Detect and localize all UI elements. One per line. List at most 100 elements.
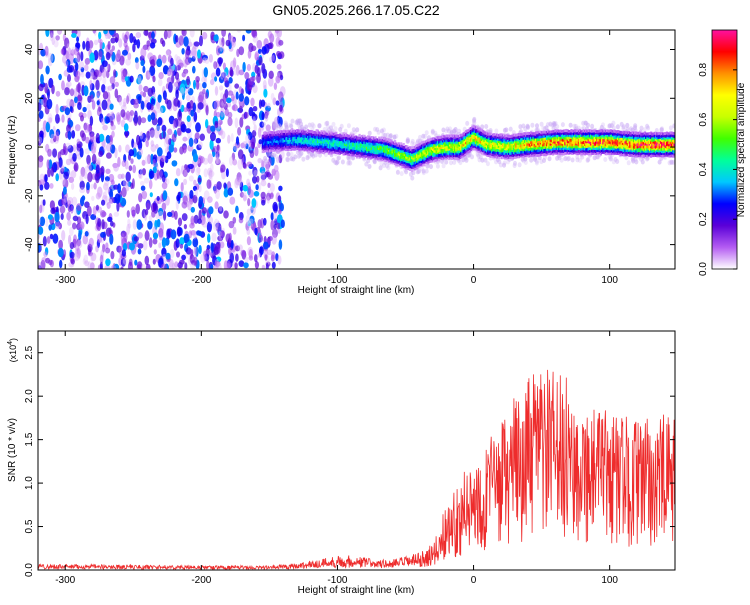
spectrogram-cell: [60, 149, 66, 155]
spectrogram-cell: [85, 137, 90, 144]
spectrogram-cell: [541, 126, 545, 131]
spectrogram-cell: [274, 224, 277, 230]
spectrogram-cell: [105, 169, 110, 174]
spectrogram-cell: [180, 87, 184, 96]
spectrogram-cell: [66, 99, 71, 107]
spectrogram-cell: [86, 182, 90, 190]
spectrogram-cell: [250, 150, 255, 158]
spectrogram-cell: [38, 84, 43, 91]
spectrogram-cell: [100, 232, 106, 238]
spectrogram-cell: [247, 198, 250, 206]
spectrogram-cell: [270, 183, 275, 192]
spectrogram-cell: [129, 165, 133, 171]
spectrogram-cell: [125, 181, 129, 192]
spectrogram-cell: [553, 122, 557, 127]
spectrogram-cell: [68, 131, 72, 140]
spectrogram-cell: [141, 117, 147, 123]
spectrogram-cell: [167, 129, 172, 136]
spectrogram-cell: [122, 249, 126, 257]
spectrogram-cell: [75, 54, 79, 62]
spectrogram-cell: [274, 154, 278, 159]
spectrogram-cell: [563, 156, 567, 161]
spectrogram-cell: [234, 178, 239, 188]
spectrogram-cell: [195, 122, 201, 132]
spectrogram-cell: [145, 96, 150, 102]
spectrogram-cell: [254, 254, 258, 262]
spectrogram-cell: [216, 112, 221, 117]
spectrogram-cell: [59, 260, 62, 268]
spectrogram-cell: [359, 134, 361, 137]
spectrogram-cell: [45, 46, 49, 56]
spectrogram-cell: [263, 218, 267, 226]
spectrogram-cell: [70, 205, 73, 214]
spectrogram-cell: [47, 113, 52, 124]
spectrogram-cell: [50, 208, 55, 214]
spectrogram-cell: [255, 261, 259, 269]
spectrogram-cell: [176, 238, 180, 248]
spectrogram-cell: [86, 214, 89, 224]
spectrogram-cell: [204, 168, 208, 177]
spectrogram-cell: [232, 105, 236, 110]
spectrogram-cell: [216, 181, 221, 190]
spectrogram-cell: [660, 128, 664, 133]
spectrogram-cell: [337, 155, 341, 160]
spectrogram-cell: [209, 217, 213, 225]
spectrogram-cell: [233, 69, 238, 76]
spectrogram-cell: [166, 50, 170, 57]
spectrogram-cell: [101, 200, 105, 206]
spectrogram-cell: [209, 250, 212, 256]
spectrogram-cell: [444, 160, 448, 165]
spectrogram-cell: [84, 172, 88, 179]
spectrogram-cell: [217, 263, 222, 273]
spectrogram-cell: [153, 259, 156, 265]
spectrogram-cell: [206, 105, 209, 116]
spectrogram-cell: [208, 206, 213, 214]
spectrogram-cell: [169, 144, 174, 152]
spectrogram-cell: [658, 160, 662, 165]
spectrogram-cell: [295, 120, 299, 125]
spectrogram-cell: [89, 40, 94, 49]
spectrogram-cell: [406, 139, 410, 144]
spectrogram-cell: [152, 76, 155, 83]
spectrogram-cell: [118, 258, 121, 265]
spectrogram-cell: [200, 134, 205, 141]
spectrogram-cell: [144, 178, 149, 184]
spectrogram-cell: [151, 112, 156, 120]
spectrogram-cell: [503, 128, 507, 133]
spectrogram-cell: [172, 160, 178, 166]
spectrogram-cell: [213, 34, 218, 41]
spectrogram-cell: [105, 258, 110, 266]
spectrogram-cell: [134, 260, 137, 266]
spectrogram-cell: [140, 131, 144, 139]
spectrogram-cell: [278, 186, 282, 192]
spectrogram-cell: [108, 41, 111, 50]
spectrogram-cell: [190, 28, 195, 38]
spectrogram-cell: [126, 172, 131, 182]
spectrogram-cell: [262, 112, 265, 120]
spectrogram-cell: [284, 123, 288, 128]
spectrogram-cell: [226, 40, 231, 47]
spectrogram-cell: [438, 158, 440, 161]
spectrogram-cell: [78, 231, 81, 240]
spectrogram-cell: [182, 137, 187, 142]
spectrogram-cell: [226, 168, 229, 177]
spectrogram-cell: [234, 262, 237, 269]
spectrogram-cell: [173, 120, 176, 129]
spectrogram-cell: [93, 182, 96, 189]
spectrogram-cell: [152, 92, 155, 99]
spectrogram-cell: [149, 130, 155, 138]
spectrogram-cell: [47, 149, 52, 157]
spectrogram-cell: [246, 215, 251, 225]
spectrogram-cell: [230, 67, 233, 76]
spectrogram-cell: [368, 131, 372, 136]
spectrogram-cell: [146, 140, 149, 147]
spectrogram-cell: [195, 167, 200, 176]
spectrogram-cell: [241, 250, 247, 257]
spectrogram-cell: [89, 163, 92, 174]
spectrogram-cell: [214, 76, 217, 81]
spectrogram-cell: [198, 102, 204, 110]
spectrogram-cell: [51, 166, 54, 176]
spectrogram-cell: [184, 224, 187, 229]
spectrogram-cell: [646, 126, 650, 131]
spectrogram-cell: [94, 40, 98, 46]
